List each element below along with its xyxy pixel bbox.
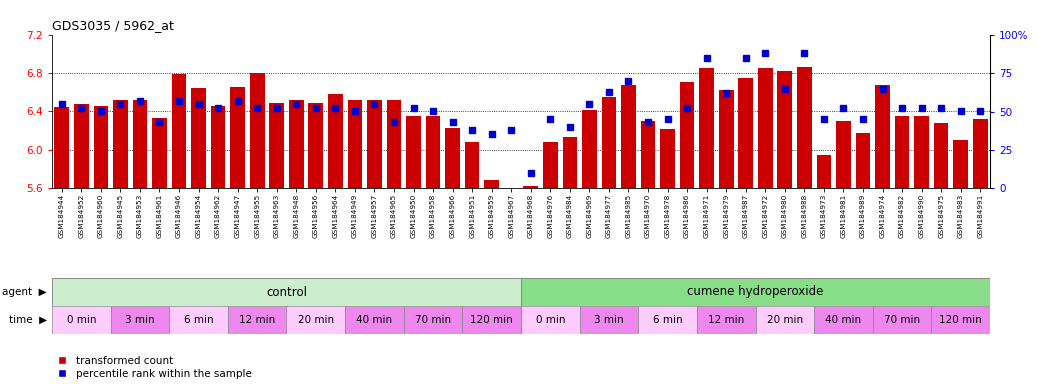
Bar bbox=[914, 116, 929, 188]
Bar bbox=[367, 100, 382, 188]
Bar bbox=[931, 306, 990, 334]
Bar bbox=[93, 106, 108, 188]
Bar bbox=[875, 85, 890, 188]
Bar bbox=[521, 306, 579, 334]
Bar bbox=[171, 74, 187, 188]
Text: 40 min: 40 min bbox=[825, 315, 862, 325]
Bar bbox=[289, 100, 303, 188]
Bar bbox=[328, 94, 343, 188]
Bar bbox=[169, 306, 228, 334]
Bar bbox=[640, 121, 655, 188]
Bar bbox=[462, 306, 521, 334]
Bar bbox=[953, 140, 968, 188]
Bar bbox=[855, 132, 870, 188]
Bar bbox=[52, 278, 521, 306]
Bar bbox=[404, 306, 462, 334]
Bar bbox=[113, 100, 128, 188]
Bar bbox=[230, 87, 245, 188]
Bar bbox=[345, 306, 404, 334]
Bar bbox=[895, 116, 909, 188]
Bar bbox=[873, 306, 931, 334]
Text: 3 min: 3 min bbox=[594, 315, 624, 325]
Text: time  ▶: time ▶ bbox=[8, 315, 47, 325]
Bar bbox=[797, 66, 812, 188]
Bar bbox=[973, 119, 987, 188]
Text: 6 min: 6 min bbox=[184, 315, 214, 325]
Bar bbox=[696, 306, 756, 334]
Text: 20 min: 20 min bbox=[298, 315, 334, 325]
Text: 3 min: 3 min bbox=[126, 315, 155, 325]
Text: 12 min: 12 min bbox=[708, 315, 744, 325]
Text: 0 min: 0 min bbox=[66, 315, 97, 325]
Bar bbox=[758, 68, 772, 188]
Bar bbox=[756, 306, 814, 334]
Bar bbox=[521, 278, 990, 306]
Bar bbox=[54, 107, 70, 188]
Text: 120 min: 120 min bbox=[939, 315, 982, 325]
Bar bbox=[111, 306, 169, 334]
Bar bbox=[211, 106, 225, 188]
Bar bbox=[386, 100, 402, 188]
Bar bbox=[700, 68, 714, 188]
Legend: transformed count, percentile rank within the sample: transformed count, percentile rank withi… bbox=[57, 356, 252, 379]
Bar bbox=[153, 118, 167, 188]
Text: 70 min: 70 min bbox=[884, 315, 920, 325]
Bar bbox=[191, 88, 206, 188]
Bar bbox=[837, 121, 851, 188]
Bar bbox=[719, 91, 734, 188]
Bar bbox=[638, 306, 696, 334]
Text: 40 min: 40 min bbox=[356, 315, 392, 325]
Bar bbox=[74, 104, 88, 188]
Bar bbox=[660, 129, 675, 188]
Bar bbox=[621, 85, 636, 188]
Bar bbox=[738, 78, 753, 188]
Bar bbox=[777, 71, 792, 188]
Bar bbox=[52, 306, 111, 334]
Bar bbox=[348, 100, 362, 188]
Text: 70 min: 70 min bbox=[415, 315, 452, 325]
Bar bbox=[485, 180, 499, 188]
Bar bbox=[228, 306, 286, 334]
Bar bbox=[934, 123, 949, 188]
Bar bbox=[250, 73, 265, 188]
Bar bbox=[563, 137, 577, 188]
Text: agent  ▶: agent ▶ bbox=[2, 287, 47, 297]
Text: 20 min: 20 min bbox=[767, 315, 802, 325]
Bar bbox=[406, 116, 420, 188]
Bar bbox=[270, 103, 284, 188]
Bar bbox=[602, 97, 617, 188]
Text: 12 min: 12 min bbox=[239, 315, 275, 325]
Bar bbox=[465, 142, 480, 188]
Bar bbox=[543, 142, 557, 188]
Bar bbox=[308, 103, 323, 188]
Bar bbox=[579, 306, 638, 334]
Bar bbox=[426, 116, 440, 188]
Bar bbox=[133, 100, 147, 188]
Bar bbox=[814, 306, 873, 334]
Bar bbox=[445, 128, 460, 188]
Text: control: control bbox=[266, 285, 307, 298]
Text: cumene hydroperoxide: cumene hydroperoxide bbox=[687, 285, 824, 298]
Bar bbox=[817, 154, 831, 188]
Bar bbox=[523, 186, 538, 188]
Bar bbox=[582, 109, 597, 188]
Text: 0 min: 0 min bbox=[536, 315, 565, 325]
Bar bbox=[286, 306, 345, 334]
Text: 6 min: 6 min bbox=[653, 315, 682, 325]
Text: 120 min: 120 min bbox=[470, 315, 513, 325]
Text: GDS3035 / 5962_at: GDS3035 / 5962_at bbox=[52, 20, 174, 32]
Bar bbox=[680, 82, 694, 188]
